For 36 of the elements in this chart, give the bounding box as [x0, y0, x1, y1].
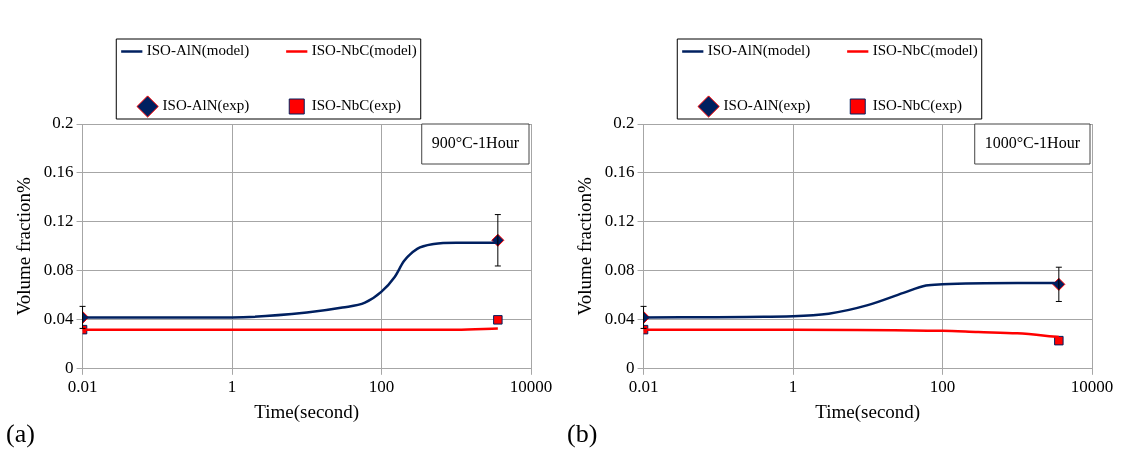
y-tick-label: 0.04	[43, 309, 75, 329]
x-tick-label: 10000	[509, 377, 553, 397]
x-axis-title: Time(second)	[815, 400, 921, 423]
y-tick-label: 0	[626, 358, 635, 378]
x-tick-label: 10000	[1070, 377, 1114, 397]
y-tick-label: 0.2	[52, 113, 74, 133]
x-tick-label: 0.01	[67, 377, 98, 397]
y-tick-label: 0.08	[43, 260, 74, 280]
legend-label: ISO-NbC(exp)	[872, 97, 962, 115]
y-tick-label: 0	[65, 358, 74, 378]
y-axis-title: Volume fraction%	[574, 177, 596, 316]
legend-label: ISO-AlN(exp)	[723, 97, 811, 115]
annotation: 1000°C-1Hour	[984, 134, 1081, 152]
legend-label: ISO-NbC(model)	[872, 42, 978, 60]
legend-label: ISO-NbC(model)	[311, 42, 417, 60]
x-axis-title: Time(second)	[254, 400, 360, 423]
legend-label: ISO-AlN(model)	[707, 42, 811, 60]
x-tick-label: 100	[929, 377, 956, 397]
x-tick-label: 100	[368, 377, 395, 397]
legend-label: ISO-AlN(model)	[146, 42, 250, 60]
y-tick-label: 0.16	[43, 162, 74, 182]
y-axis-title: Volume fraction%	[13, 177, 35, 316]
y-tick-label: 0.08	[604, 260, 635, 280]
y-tick-label: 0.12	[604, 211, 635, 231]
y-tick-label: 0.16	[604, 162, 635, 182]
x-tick-label: 1	[227, 377, 237, 397]
legend-label: ISO-AlN(exp)	[162, 97, 250, 115]
text: (a)	[6, 418, 35, 448]
y-tick-label: 0.2	[613, 113, 635, 133]
y-tick-label: 0.04	[604, 309, 636, 329]
legend-label: ISO-NbC(exp)	[311, 97, 401, 115]
text: (b)	[567, 418, 598, 448]
x-tick-label: 1	[788, 377, 798, 397]
x-tick-label: 0.01	[628, 377, 659, 397]
annotation: 900°C-1Hour	[431, 134, 520, 152]
y-tick-label: 0.12	[43, 211, 74, 231]
